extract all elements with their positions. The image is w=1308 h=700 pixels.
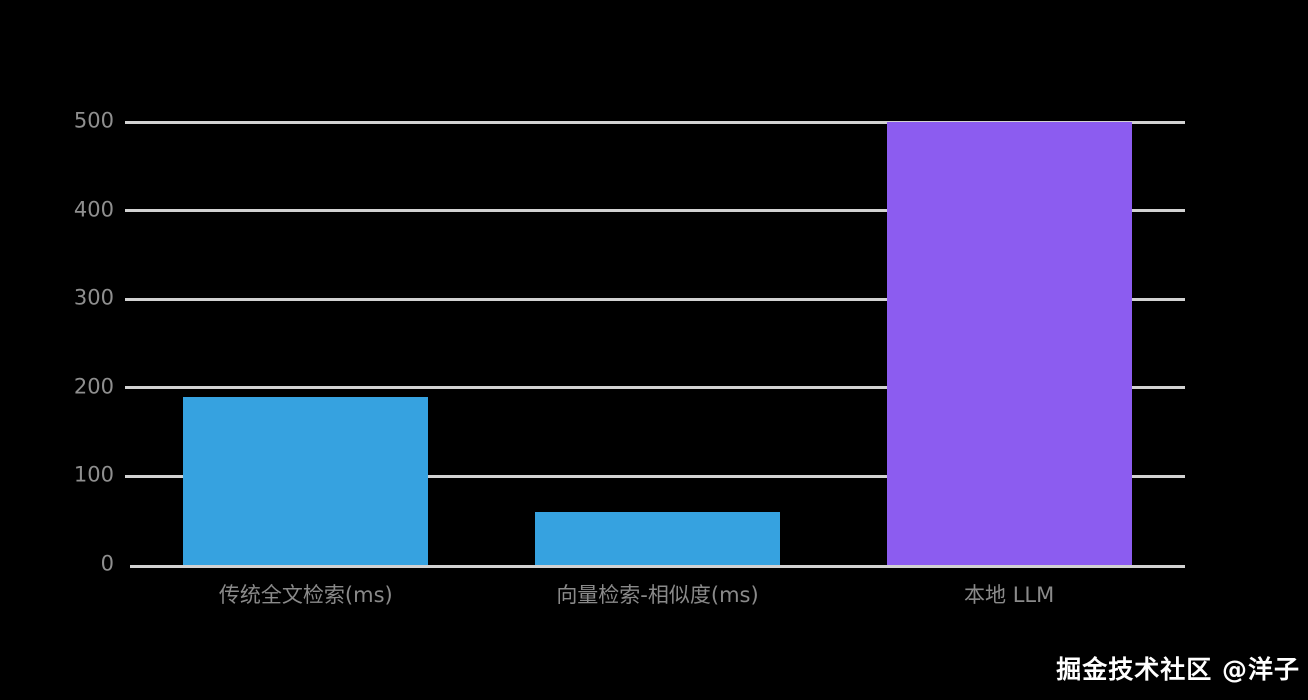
y-axis-tick-label: 100: [73, 462, 114, 487]
y-axis-tick-label: 500: [73, 108, 114, 133]
plot-area: 0 100 200 300 400 500 传统全文检索(ms) 向量检索-相似度(ms) 本地…: [74, 110, 1185, 607]
y-axis-tick-label: 200: [73, 374, 114, 399]
x-axis-category-label: 本地 LLM: [964, 583, 1055, 607]
bar-1: [183, 396, 429, 565]
y-axis-tick-label: 300: [73, 285, 114, 310]
gridline: [125, 120, 1185, 124]
y-axis-tick-label: 0: [100, 551, 114, 576]
x-axis-category-label: 传统全文检索(ms): [218, 583, 393, 607]
x-axis-category-label: 向量检索-相似度(ms): [556, 583, 759, 607]
y-axis-tick-label: 400: [73, 197, 114, 222]
gridline: [125, 386, 1185, 390]
watermark-text: 掘金技术社区 @洋子: [1056, 655, 1300, 684]
bar-3: [886, 122, 1132, 565]
bar-2: [535, 511, 780, 565]
gridline: [125, 474, 1185, 478]
gridline: [125, 209, 1185, 213]
gridline: [125, 297, 1185, 301]
